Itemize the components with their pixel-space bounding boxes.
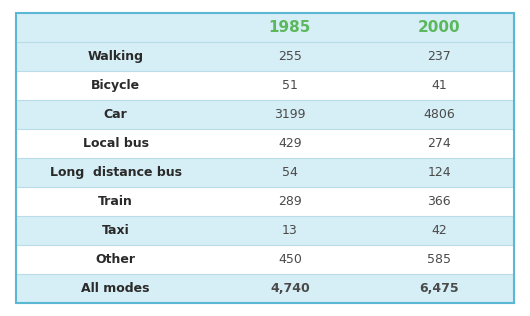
Bar [16, 245, 514, 274]
Bar [16, 13, 514, 42]
Text: 1985: 1985 [269, 20, 311, 35]
Text: 585: 585 [427, 253, 452, 266]
Text: All modes: All modes [81, 282, 150, 295]
Text: Car: Car [104, 108, 127, 121]
Text: Bicycle: Bicycle [91, 79, 140, 92]
Bar [16, 187, 514, 216]
Text: 124: 124 [428, 166, 451, 179]
Bar [16, 216, 514, 245]
Bar [16, 42, 514, 71]
Text: 237: 237 [428, 50, 451, 63]
Bar [16, 100, 514, 129]
Text: 13: 13 [282, 224, 298, 237]
Text: 450: 450 [278, 253, 302, 266]
Text: 2000: 2000 [418, 20, 461, 35]
Text: 51: 51 [282, 79, 298, 92]
Text: Taxi: Taxi [102, 224, 129, 237]
Bar [16, 274, 514, 303]
Text: 289: 289 [278, 195, 302, 208]
Text: 274: 274 [428, 137, 451, 150]
Text: Local bus: Local bus [83, 137, 148, 150]
Text: 4,740: 4,740 [270, 282, 310, 295]
Text: Other: Other [95, 253, 136, 266]
Text: 41: 41 [431, 79, 447, 92]
Text: Train: Train [98, 195, 133, 208]
Text: 42: 42 [431, 224, 447, 237]
Text: Walking: Walking [87, 50, 144, 63]
Text: 366: 366 [428, 195, 451, 208]
Bar [16, 71, 514, 100]
Text: 54: 54 [282, 166, 298, 179]
Text: 255: 255 [278, 50, 302, 63]
Text: Long  distance bus: Long distance bus [49, 166, 182, 179]
Bar [16, 158, 514, 187]
Text: 4806: 4806 [423, 108, 455, 121]
Text: 429: 429 [278, 137, 302, 150]
Text: 3199: 3199 [274, 108, 306, 121]
Bar [16, 129, 514, 158]
Text: 6,475: 6,475 [420, 282, 459, 295]
